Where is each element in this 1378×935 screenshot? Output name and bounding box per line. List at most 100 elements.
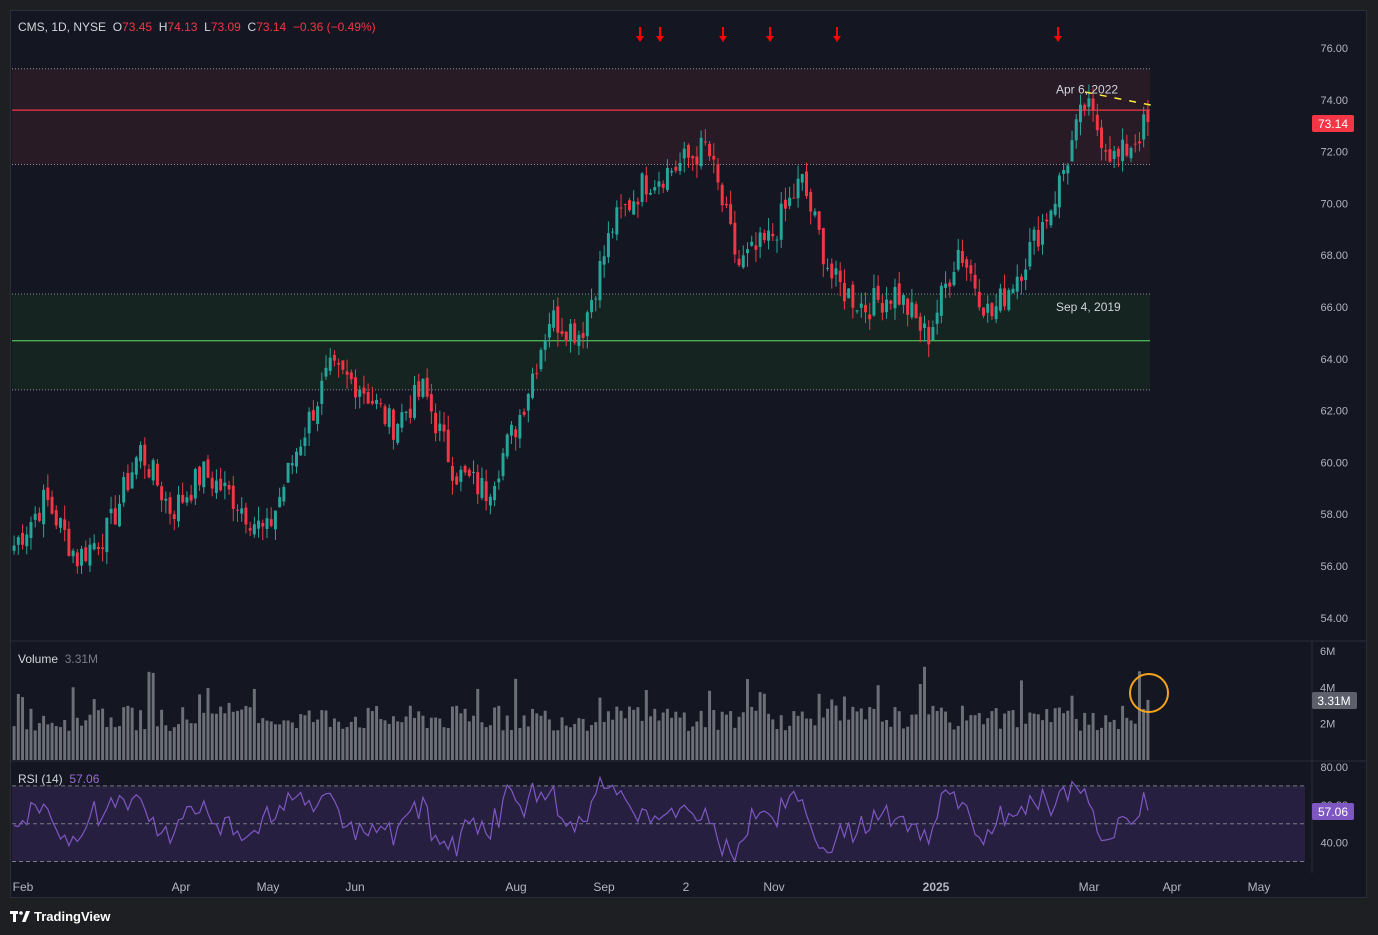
volume-bar [316, 719, 320, 760]
volume-bar [518, 727, 522, 760]
candle-body [653, 187, 657, 191]
candle-body [1083, 104, 1087, 110]
time-axis[interactable]: Feb Apr May Jun Aug Sep 2 Nov 2025 Mar Apr May [13, 880, 1271, 894]
volume-bar [278, 724, 282, 760]
volume-bar [172, 727, 176, 760]
candle-body [585, 312, 589, 337]
volume-bar [58, 727, 62, 760]
volume-bar [880, 721, 884, 760]
volume-bar [847, 719, 851, 760]
volume-bar [434, 717, 438, 760]
volume-axis: 6M 4M 2M [1320, 646, 1335, 731]
volume-bar [282, 720, 286, 760]
volume-bar [767, 713, 771, 760]
volume-bar [590, 725, 594, 760]
volume-bar [644, 690, 648, 760]
candle-body [185, 497, 189, 503]
volume-bar [918, 683, 922, 760]
time-tick-8: 2025 [923, 880, 950, 894]
candle-body [649, 192, 653, 195]
volume-bar [92, 699, 96, 760]
candle-body [518, 414, 522, 439]
volume-bar [1133, 723, 1137, 760]
candle-body [1142, 114, 1146, 140]
sell-arrow-icon [636, 27, 644, 42]
volume-bar [37, 723, 41, 760]
candle-body [893, 287, 897, 309]
volume-bar [147, 671, 151, 760]
volume-bar [678, 717, 682, 760]
price-axis[interactable]: 76.00 74.00 72.00 70.00 68.00 66.00 64.00 62.00… [1320, 43, 1348, 625]
price-tick-7: 62.00 [1320, 406, 1348, 418]
volume-bar [901, 728, 905, 760]
candle-body [446, 429, 450, 463]
volume-bar [809, 718, 813, 760]
candle-body [552, 310, 556, 328]
candle-body [155, 463, 159, 486]
candle-body [1049, 210, 1053, 226]
candle-body [1062, 170, 1066, 174]
candle-body [990, 303, 994, 317]
candle-body [278, 497, 282, 508]
volume-bar [488, 725, 492, 760]
candle-body [695, 156, 699, 165]
candle-body [332, 354, 336, 361]
volume-bar [872, 708, 876, 760]
candle-body [101, 547, 105, 550]
volume-bar [450, 706, 454, 760]
volume-bar [547, 719, 551, 760]
volume-legend[interactable]: Volume 3.31M [18, 652, 98, 666]
candle-body [472, 471, 475, 473]
volume-bar [627, 706, 631, 760]
volume-bar [446, 727, 450, 760]
volume-bar [952, 729, 956, 760]
volume-bar [1062, 713, 1066, 760]
sell-arrow-icon [719, 27, 727, 42]
volume-bar [1053, 708, 1057, 760]
sell-arrow-icon [833, 27, 841, 42]
volume-bar [800, 711, 804, 760]
tradingview-logo[interactable]: TradingView [10, 909, 110, 924]
volume-bar [788, 725, 792, 760]
rsi-legend[interactable]: RSI (14) 57.06 [18, 772, 99, 786]
symbol-legend[interactable]: CMS, 1D, NYSE O73.45 H74.13 L73.09 C73.1… [18, 20, 376, 34]
candle-body [923, 323, 926, 328]
volume-bar [754, 710, 758, 760]
volume-bar [994, 708, 998, 760]
volume-bar [712, 710, 716, 760]
volume-bar [1087, 724, 1091, 760]
candle-body [1024, 269, 1028, 281]
volume-bar [455, 705, 459, 760]
volume-bar [1045, 709, 1049, 760]
volume-bar [438, 718, 442, 760]
candle-body [231, 485, 235, 509]
candle-body [674, 166, 678, 171]
volume-bar [931, 705, 935, 760]
candle-body [800, 173, 804, 183]
volume-bar [366, 707, 370, 760]
volume-bar [1112, 719, 1116, 760]
volume-bar [429, 717, 433, 760]
candle-body [809, 191, 813, 212]
price-tick-0: 76.00 [1320, 43, 1348, 55]
candle-body [821, 228, 825, 265]
close-value: 73.14 [256, 20, 287, 34]
volume-bar [805, 718, 808, 760]
candle-body [122, 477, 126, 503]
volume-bar [273, 724, 277, 760]
candle-body [699, 137, 703, 167]
volume-bar [695, 721, 699, 760]
candle-body [661, 183, 665, 188]
volume-bar [1142, 708, 1146, 760]
volume-badge-text: 3.31M [1317, 694, 1350, 708]
candle-body [703, 141, 707, 143]
candle-body [177, 494, 180, 522]
candle-body [290, 463, 294, 466]
candle-body [459, 469, 463, 482]
volume-bar [290, 722, 294, 760]
candle-body [160, 486, 164, 501]
resistance-trendline[interactable] [1084, 91, 1158, 108]
volume-bar [214, 713, 218, 760]
candle-body [198, 466, 202, 486]
